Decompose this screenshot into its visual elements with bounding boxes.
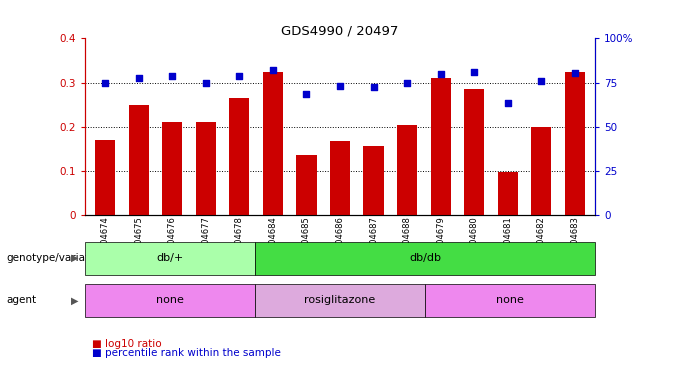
- Text: agent: agent: [7, 295, 37, 306]
- Point: [100, 80, 111, 86]
- Bar: [464, 89, 484, 215]
- Text: rosiglitazone: rosiglitazone: [305, 295, 375, 306]
- Point: [435, 71, 446, 77]
- Text: ▶: ▶: [71, 295, 79, 306]
- Bar: [531, 127, 551, 215]
- Bar: [364, 146, 384, 215]
- Title: GDS4990 / 20497: GDS4990 / 20497: [282, 24, 398, 37]
- Bar: [565, 71, 585, 215]
- Text: ■ percentile rank within the sample: ■ percentile rank within the sample: [92, 348, 281, 358]
- Point: [335, 83, 345, 89]
- Bar: [397, 124, 417, 215]
- Bar: [296, 156, 316, 215]
- Bar: [196, 122, 216, 215]
- Point: [469, 70, 479, 76]
- Text: db/+: db/+: [156, 253, 184, 263]
- Text: ■ log10 ratio: ■ log10 ratio: [92, 339, 161, 349]
- Point: [133, 75, 144, 81]
- Text: genotype/variation: genotype/variation: [7, 253, 106, 263]
- Bar: [95, 140, 115, 215]
- Text: ▶: ▶: [71, 253, 79, 263]
- Point: [402, 80, 413, 86]
- Point: [167, 73, 177, 79]
- Bar: [263, 71, 283, 215]
- Point: [368, 84, 379, 90]
- Text: none: none: [496, 295, 524, 306]
- Bar: [330, 141, 350, 215]
- Bar: [430, 78, 451, 215]
- Point: [536, 78, 547, 84]
- Bar: [129, 104, 149, 215]
- Point: [267, 67, 278, 73]
- Point: [503, 100, 513, 106]
- Bar: [162, 122, 182, 215]
- Point: [201, 80, 211, 86]
- Text: none: none: [156, 295, 184, 306]
- Bar: [498, 172, 518, 215]
- Text: db/db: db/db: [409, 253, 441, 263]
- Point: [234, 73, 245, 79]
- Bar: [229, 98, 250, 215]
- Point: [301, 91, 312, 98]
- Point: [569, 70, 580, 76]
